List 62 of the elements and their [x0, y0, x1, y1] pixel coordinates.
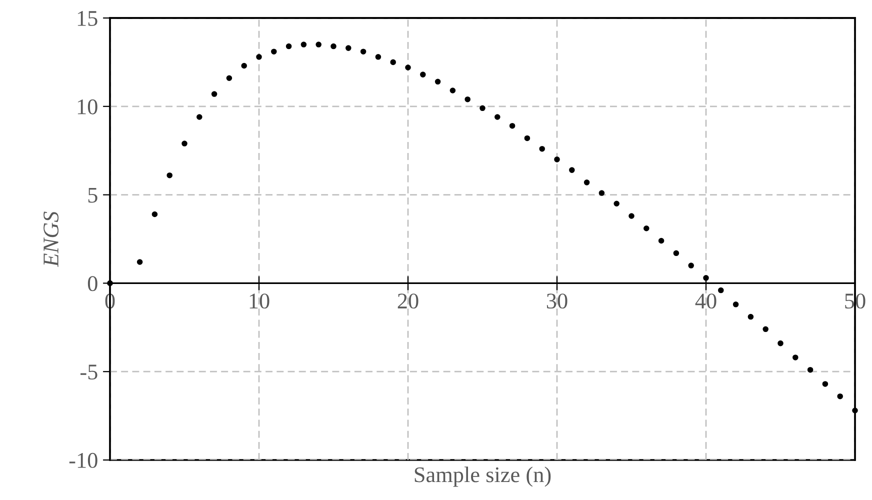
- y-tick-label: 0: [88, 276, 98, 292]
- point: [852, 408, 858, 414]
- point: [286, 43, 292, 50]
- point: [405, 64, 411, 70]
- x-tick-label: 30: [546, 294, 568, 309]
- point: [196, 114, 202, 120]
- point: [718, 287, 724, 294]
- x-axis-title: Sample size (n): [414, 466, 551, 487]
- point: [434, 78, 441, 85]
- point: [673, 250, 680, 256]
- point: [644, 226, 650, 232]
- point: [584, 180, 590, 186]
- point: [271, 48, 277, 54]
- point: [464, 96, 470, 102]
- y-tick-label: 10: [78, 99, 98, 114]
- point: [822, 381, 828, 387]
- point: [837, 393, 843, 400]
- point: [494, 114, 500, 120]
- y-tick-label: 15: [78, 11, 98, 26]
- point: [762, 326, 768, 332]
- y-axis-title: ENGS: [44, 212, 59, 268]
- point: [450, 88, 456, 94]
- point: [346, 45, 352, 51]
- point: [211, 91, 218, 97]
- point: [792, 354, 798, 360]
- point: [703, 275, 709, 281]
- point: [598, 190, 605, 196]
- point: [182, 140, 188, 146]
- point: [390, 59, 396, 66]
- point: [226, 75, 232, 82]
- point: [539, 146, 545, 152]
- point: [614, 200, 620, 207]
- point: [256, 54, 262, 60]
- point: [688, 262, 694, 268]
- point: [658, 238, 664, 244]
- point: [316, 42, 322, 48]
- x-tick-label: 40: [695, 294, 716, 309]
- point: [778, 340, 784, 346]
- point: [166, 172, 172, 178]
- point: [136, 259, 143, 265]
- point: [300, 42, 307, 48]
- point: [360, 48, 366, 54]
- y-tick-label: -5: [80, 364, 98, 380]
- point: [628, 213, 634, 219]
- point: [330, 43, 336, 50]
- y-tick-label: -10: [69, 452, 98, 468]
- point: [420, 72, 426, 78]
- x-tick-label: 10: [250, 294, 270, 309]
- point: [807, 366, 814, 373]
- point: [509, 122, 516, 129]
- point: [748, 314, 754, 320]
- point: [554, 156, 560, 162]
- point: [480, 105, 486, 112]
- point: [375, 54, 382, 60]
- point: [241, 62, 247, 69]
- point: [152, 211, 158, 218]
- point: [732, 302, 739, 308]
- point: [569, 167, 575, 173]
- x-tick-label: 20: [398, 294, 418, 309]
- point: [524, 135, 530, 142]
- y-tick-label: 5: [88, 188, 98, 203]
- point: [107, 280, 113, 286]
